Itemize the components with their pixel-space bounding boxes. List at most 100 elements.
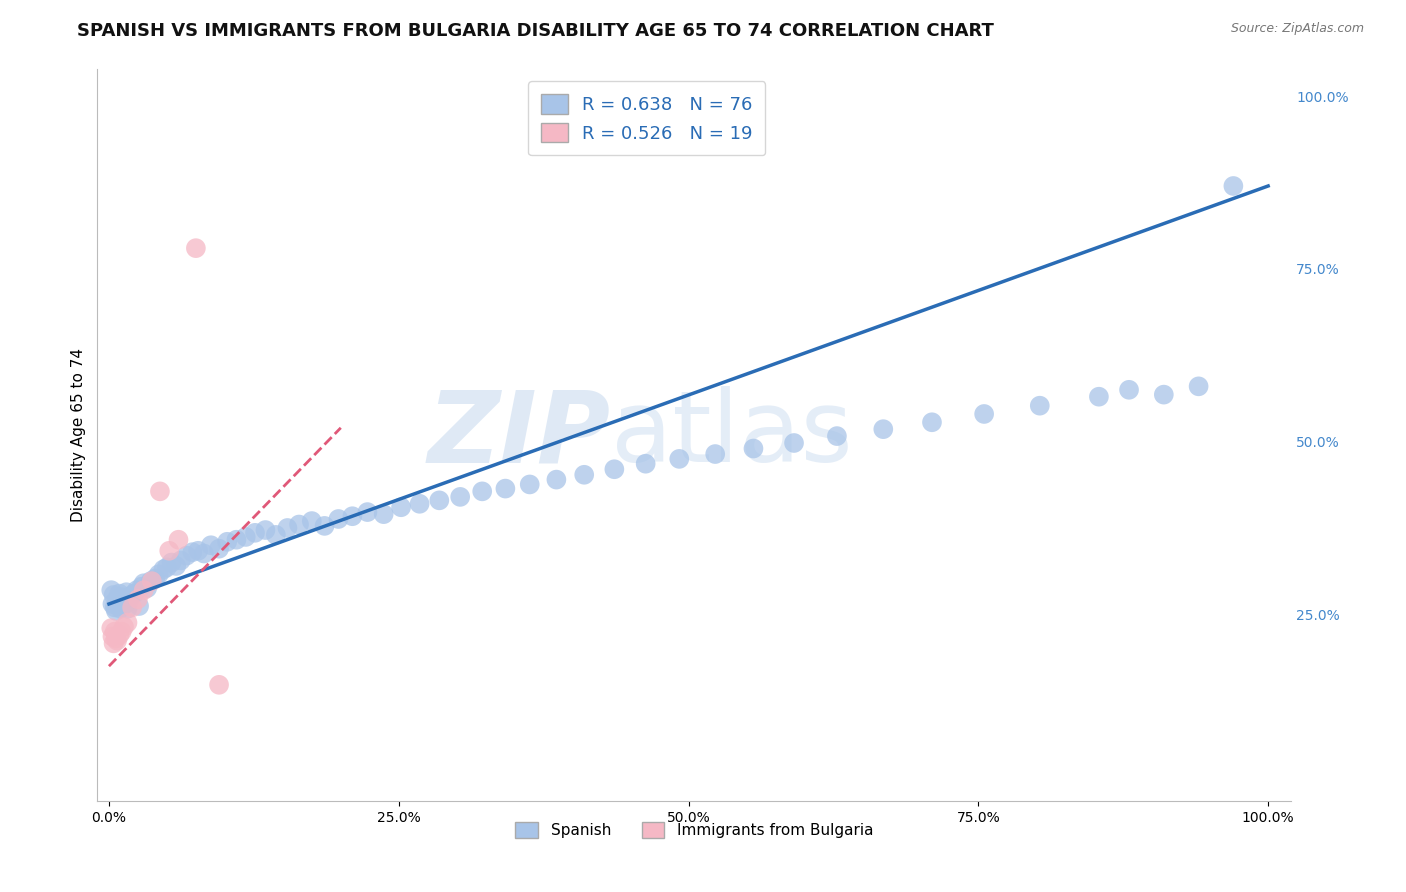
Point [118, 595, 141, 609]
Point [288, 517, 311, 532]
Text: SPANISH VS IMMIGRANTS FROM BULGARIA DISABILITY AGE 65 TO 74 CORRELATION CHART: SPANISH VS IMMIGRANTS FROM BULGARIA DISA… [77, 22, 994, 40]
Point [181, 545, 204, 559]
Point [141, 574, 163, 589]
Point [373, 507, 395, 521]
Point [112, 599, 135, 613]
Point [121, 588, 143, 602]
Point [111, 590, 134, 604]
Point [546, 473, 568, 487]
Point [103, 588, 125, 602]
Point [243, 525, 266, 540]
Point [1222, 178, 1244, 193]
Point [184, 241, 207, 255]
Point [208, 678, 231, 692]
Point [111, 593, 134, 607]
Point [121, 600, 143, 615]
Point [160, 556, 183, 570]
Point [143, 571, 166, 585]
Point [128, 599, 150, 613]
Point [1029, 399, 1052, 413]
Point [634, 457, 657, 471]
Point [117, 602, 139, 616]
Text: atlas: atlas [610, 386, 852, 483]
Point [105, 633, 128, 648]
Point [872, 422, 894, 436]
Point [193, 547, 215, 561]
Point [152, 562, 174, 576]
Point [342, 509, 364, 524]
Point [783, 436, 806, 450]
Text: Source: ZipAtlas.com: Source: ZipAtlas.com [1230, 22, 1364, 36]
Point [127, 592, 149, 607]
Point [1118, 383, 1140, 397]
Point [356, 505, 378, 519]
Point [408, 497, 430, 511]
Point [276, 521, 298, 535]
Point [105, 592, 128, 607]
Point [136, 581, 159, 595]
Y-axis label: Disability Age 65 to 74: Disability Age 65 to 74 [72, 348, 86, 522]
Point [157, 543, 180, 558]
Point [132, 576, 155, 591]
Point [603, 462, 626, 476]
Point [176, 549, 198, 563]
Point [217, 534, 239, 549]
Point [139, 574, 162, 589]
Point [111, 624, 134, 639]
Point [103, 636, 125, 650]
Point [132, 583, 155, 598]
Point [668, 451, 690, 466]
Point [125, 583, 148, 598]
Point [254, 523, 277, 537]
Point [165, 558, 187, 573]
Point [104, 604, 127, 618]
Point [101, 630, 124, 644]
Point [104, 600, 127, 615]
Point [112, 620, 135, 634]
Point [200, 538, 222, 552]
Point [235, 530, 257, 544]
Point [973, 407, 995, 421]
Point [100, 621, 122, 635]
Point [264, 528, 287, 542]
Point [104, 624, 127, 639]
Legend: Spanish, Immigrants from Bulgaria: Spanish, Immigrants from Bulgaria [509, 816, 879, 845]
Point [328, 512, 350, 526]
Point [124, 586, 146, 600]
Point [494, 482, 516, 496]
Point [104, 632, 127, 646]
Point [115, 585, 138, 599]
Point [704, 447, 727, 461]
Point [427, 493, 450, 508]
Point [118, 590, 141, 604]
Point [167, 533, 190, 547]
Point [131, 580, 153, 594]
Point [148, 567, 170, 582]
Point [742, 442, 765, 456]
Point [1187, 379, 1209, 393]
Point [208, 541, 231, 556]
Text: ZIP: ZIP [427, 386, 610, 483]
Point [107, 595, 129, 609]
Point [108, 628, 131, 642]
Point [574, 467, 596, 482]
Point [449, 490, 471, 504]
Point [519, 477, 541, 491]
Point [1088, 390, 1111, 404]
Point [100, 583, 122, 598]
Point [825, 429, 848, 443]
Point [187, 543, 209, 558]
Point [1153, 387, 1175, 401]
Point [314, 519, 336, 533]
Point [170, 553, 193, 567]
Point [301, 514, 323, 528]
Point [225, 533, 247, 547]
Point [108, 586, 131, 600]
Point [101, 597, 124, 611]
Point [110, 602, 132, 616]
Point [156, 560, 179, 574]
Point [471, 484, 494, 499]
Point [117, 615, 139, 630]
Point [149, 484, 172, 499]
Point [389, 500, 412, 515]
